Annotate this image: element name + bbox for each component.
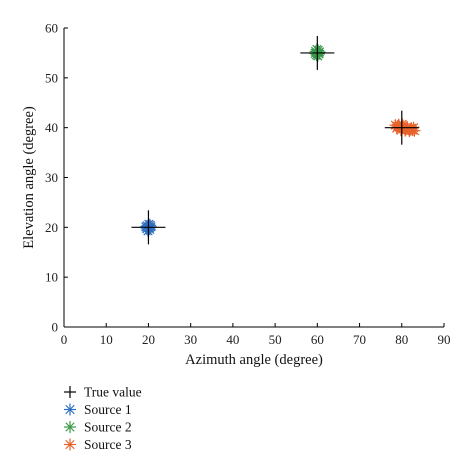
y-axis-label: Elevation angle (degree) [21,106,37,249]
point-true-value [131,210,166,245]
y-tick-label: 0 [52,320,59,335]
x-tick-label: 70 [353,332,366,347]
y-tick-label: 60 [45,21,58,36]
x-axis-label: Azimuth angle (degree) [185,352,323,368]
axes [63,28,444,328]
data-marks [131,35,421,245]
y-tick-label: 10 [45,270,58,285]
y-tick-label: 20 [45,220,58,235]
y-tick-label: 40 [45,120,58,135]
legend: True value Source 1 Source 2 Source 3 [64,385,142,452]
x-tick-label: 10 [100,332,113,347]
ticks: 0 10 20 30 40 50 60 70 80 90 0 10 20 30 40 50 60 [45,21,451,348]
legend-marker-true-value [64,386,76,398]
x-tick-label: 60 [311,332,324,347]
x-tick-label: 50 [269,332,282,347]
x-tick-label: 80 [395,332,408,347]
y-tick-label: 50 [45,70,58,85]
legend-label-source-1: Source 1 [84,402,132,417]
x-tick-label: 0 [61,332,68,347]
legend-marker-source-1 [64,403,76,416]
point-true-value [384,110,419,145]
y-tick-label: 30 [45,170,58,185]
point-true-value [300,35,335,70]
x-tick-label: 30 [184,332,197,347]
legend-marker-source-2 [64,421,76,433]
legend-label-true-value: True value [84,385,142,400]
legend-marker-source-3 [64,438,76,451]
x-tick-label: 20 [142,332,155,347]
x-tick-label: 90 [438,332,451,347]
legend-label-source-3: Source 3 [84,437,132,452]
legend-label-source-2: Source 2 [84,420,132,435]
x-tick-label: 40 [226,332,239,347]
